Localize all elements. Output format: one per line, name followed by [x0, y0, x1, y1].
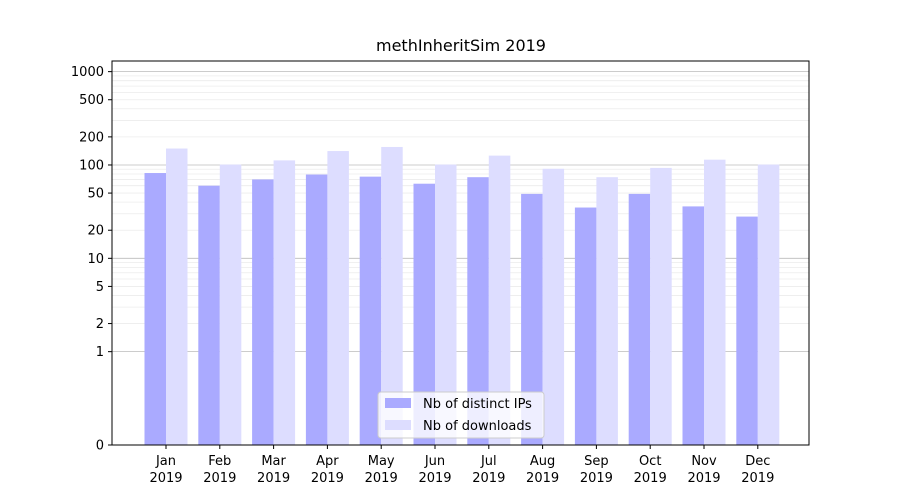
bar-downloads	[704, 159, 726, 445]
bar-distinct-ips	[682, 206, 704, 445]
bar-downloads	[327, 151, 349, 446]
x-tick-label-month: Jul	[480, 454, 497, 469]
legend-label-downloads: Nb of downloads	[423, 419, 532, 434]
bar-distinct-ips	[521, 193, 543, 445]
bar-downloads	[166, 148, 188, 445]
bar-downloads	[757, 164, 780, 445]
y-tick-label: 50	[87, 187, 104, 202]
x-tick-label-month: Aug	[530, 454, 555, 469]
x-tick-label-year: 2019	[418, 471, 451, 486]
x-tick-label-month: May	[368, 454, 395, 469]
y-tick-label: 100	[79, 158, 104, 173]
bar-distinct-ips	[359, 176, 382, 445]
bar-downloads	[219, 164, 242, 445]
x-tick-label-month: Jun	[424, 454, 445, 469]
y-tick-label: 2	[96, 317, 104, 332]
x-tick-label-month: Sep	[584, 454, 609, 469]
x-tick-label-year: 2019	[741, 471, 774, 486]
bar-downloads	[650, 167, 672, 446]
x-tick-label-month: Dec	[745, 454, 770, 469]
y-tick-label: 10	[87, 252, 104, 267]
x-tick-label-year: 2019	[365, 471, 398, 486]
y-tick-label: 20	[87, 224, 104, 239]
x-axis: Jan 2019 Feb 2019 Mar 2019 Apr 2019 May 2019 Jun 20…	[149, 445, 774, 486]
x-tick-label-year: 2019	[149, 471, 182, 486]
bar-distinct-ips	[736, 216, 758, 445]
chart-title: methInheritSim 2019	[376, 36, 546, 55]
bar-distinct-ips	[467, 177, 489, 446]
y-axis: 0 1 2 5 10 20 50 100 200 500 1000	[71, 65, 112, 454]
x-tick-label-month: Nov	[691, 454, 717, 469]
x-tick-label-month: Feb	[208, 454, 231, 469]
x-tick-label-year: 2019	[203, 471, 236, 486]
bar-downloads	[488, 155, 511, 445]
bar-distinct-ips	[628, 193, 651, 445]
x-tick-label-year: 2019	[687, 471, 720, 486]
bars	[144, 146, 780, 446]
legend-box	[377, 391, 545, 439]
bar-distinct-ips	[413, 183, 435, 445]
legend-swatch-distinct-ips	[385, 398, 411, 408]
bar-downloads	[381, 146, 403, 445]
plot-frame	[111, 60, 810, 446]
bar-downloads	[435, 164, 457, 445]
bar-distinct-ips	[144, 173, 166, 445]
bar-distinct-ips	[252, 179, 274, 445]
y-tick-label: 200	[79, 130, 104, 145]
bar-distinct-ips	[198, 185, 220, 445]
legend: Nb of distinct IPs Nb of downloads	[377, 391, 545, 439]
legend-swatch-downloads	[385, 420, 411, 430]
y-tick-label: 5	[96, 280, 104, 295]
bar-distinct-ips	[305, 174, 328, 446]
x-tick-label-year: 2019	[634, 471, 667, 486]
bar-distinct-ips	[574, 207, 597, 445]
x-tick-label-year: 2019	[472, 471, 505, 486]
x-tick-label-year: 2019	[311, 471, 344, 486]
y-tick-label: 0	[96, 439, 104, 454]
x-tick-label-month: Apr	[316, 454, 339, 469]
y-tick-label: 500	[79, 93, 104, 108]
x-tick-label-year: 2019	[257, 471, 290, 486]
x-tick-label-month: Mar	[261, 454, 286, 469]
x-tick-label-year: 2019	[580, 471, 613, 486]
y-tick-label: 1000	[71, 65, 104, 80]
bar-downloads	[542, 168, 565, 446]
bar-downloads	[596, 177, 618, 446]
x-tick-label-month: Jan	[155, 454, 176, 469]
bar-downloads	[273, 160, 296, 445]
x-tick-label-year: 2019	[526, 471, 559, 486]
x-tick-label-month: Oct	[639, 454, 661, 469]
legend-label-distinct-ips: Nb of distinct IPs	[423, 397, 532, 412]
y-tick-label: 1	[96, 345, 104, 360]
